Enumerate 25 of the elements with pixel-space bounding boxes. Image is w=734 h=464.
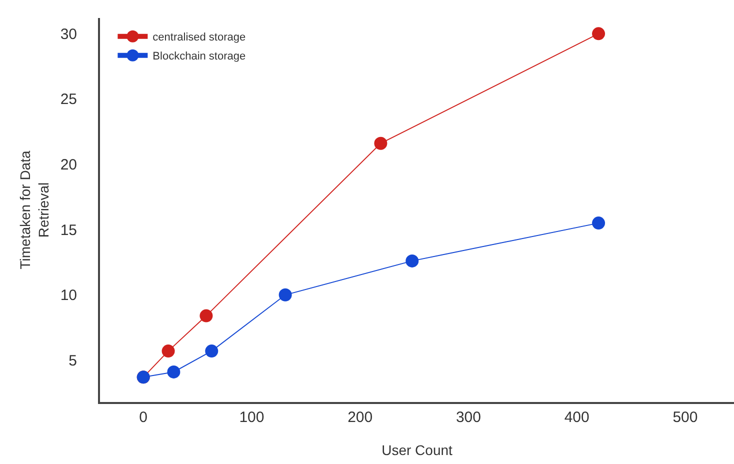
point — [205, 344, 218, 358]
point — [162, 344, 175, 358]
x-tick-label: 400 — [564, 409, 590, 426]
point — [592, 216, 606, 230]
point — [200, 309, 213, 322]
x-tick-label: 100 — [239, 409, 264, 426]
x-tick-label: 0 — [139, 409, 148, 426]
legend-label: centralised storage — [152, 32, 246, 44]
point — [592, 27, 606, 40]
y-tick-label: 20 — [60, 156, 77, 174]
point — [374, 136, 388, 150]
y-tick-label: 25 — [60, 91, 77, 108]
x-tick-label: 200 — [348, 409, 373, 426]
legend-label: Blockchain storage — [152, 50, 246, 63]
y-tick-label: 5 — [68, 352, 77, 370]
point — [167, 365, 180, 378]
point — [406, 254, 419, 268]
y-tick-label: 30 — [60, 26, 77, 43]
y-tick-label: 10 — [60, 287, 77, 304]
point — [278, 288, 292, 302]
x-tick-label: 500 — [672, 409, 698, 426]
x-tick-label: 300 — [456, 409, 481, 426]
y-axis-title: Timetaken for Data Retrieval — [17, 150, 52, 270]
x-axis-title: User Count — [382, 442, 453, 458]
y-tick-label: 15 — [60, 222, 77, 239]
